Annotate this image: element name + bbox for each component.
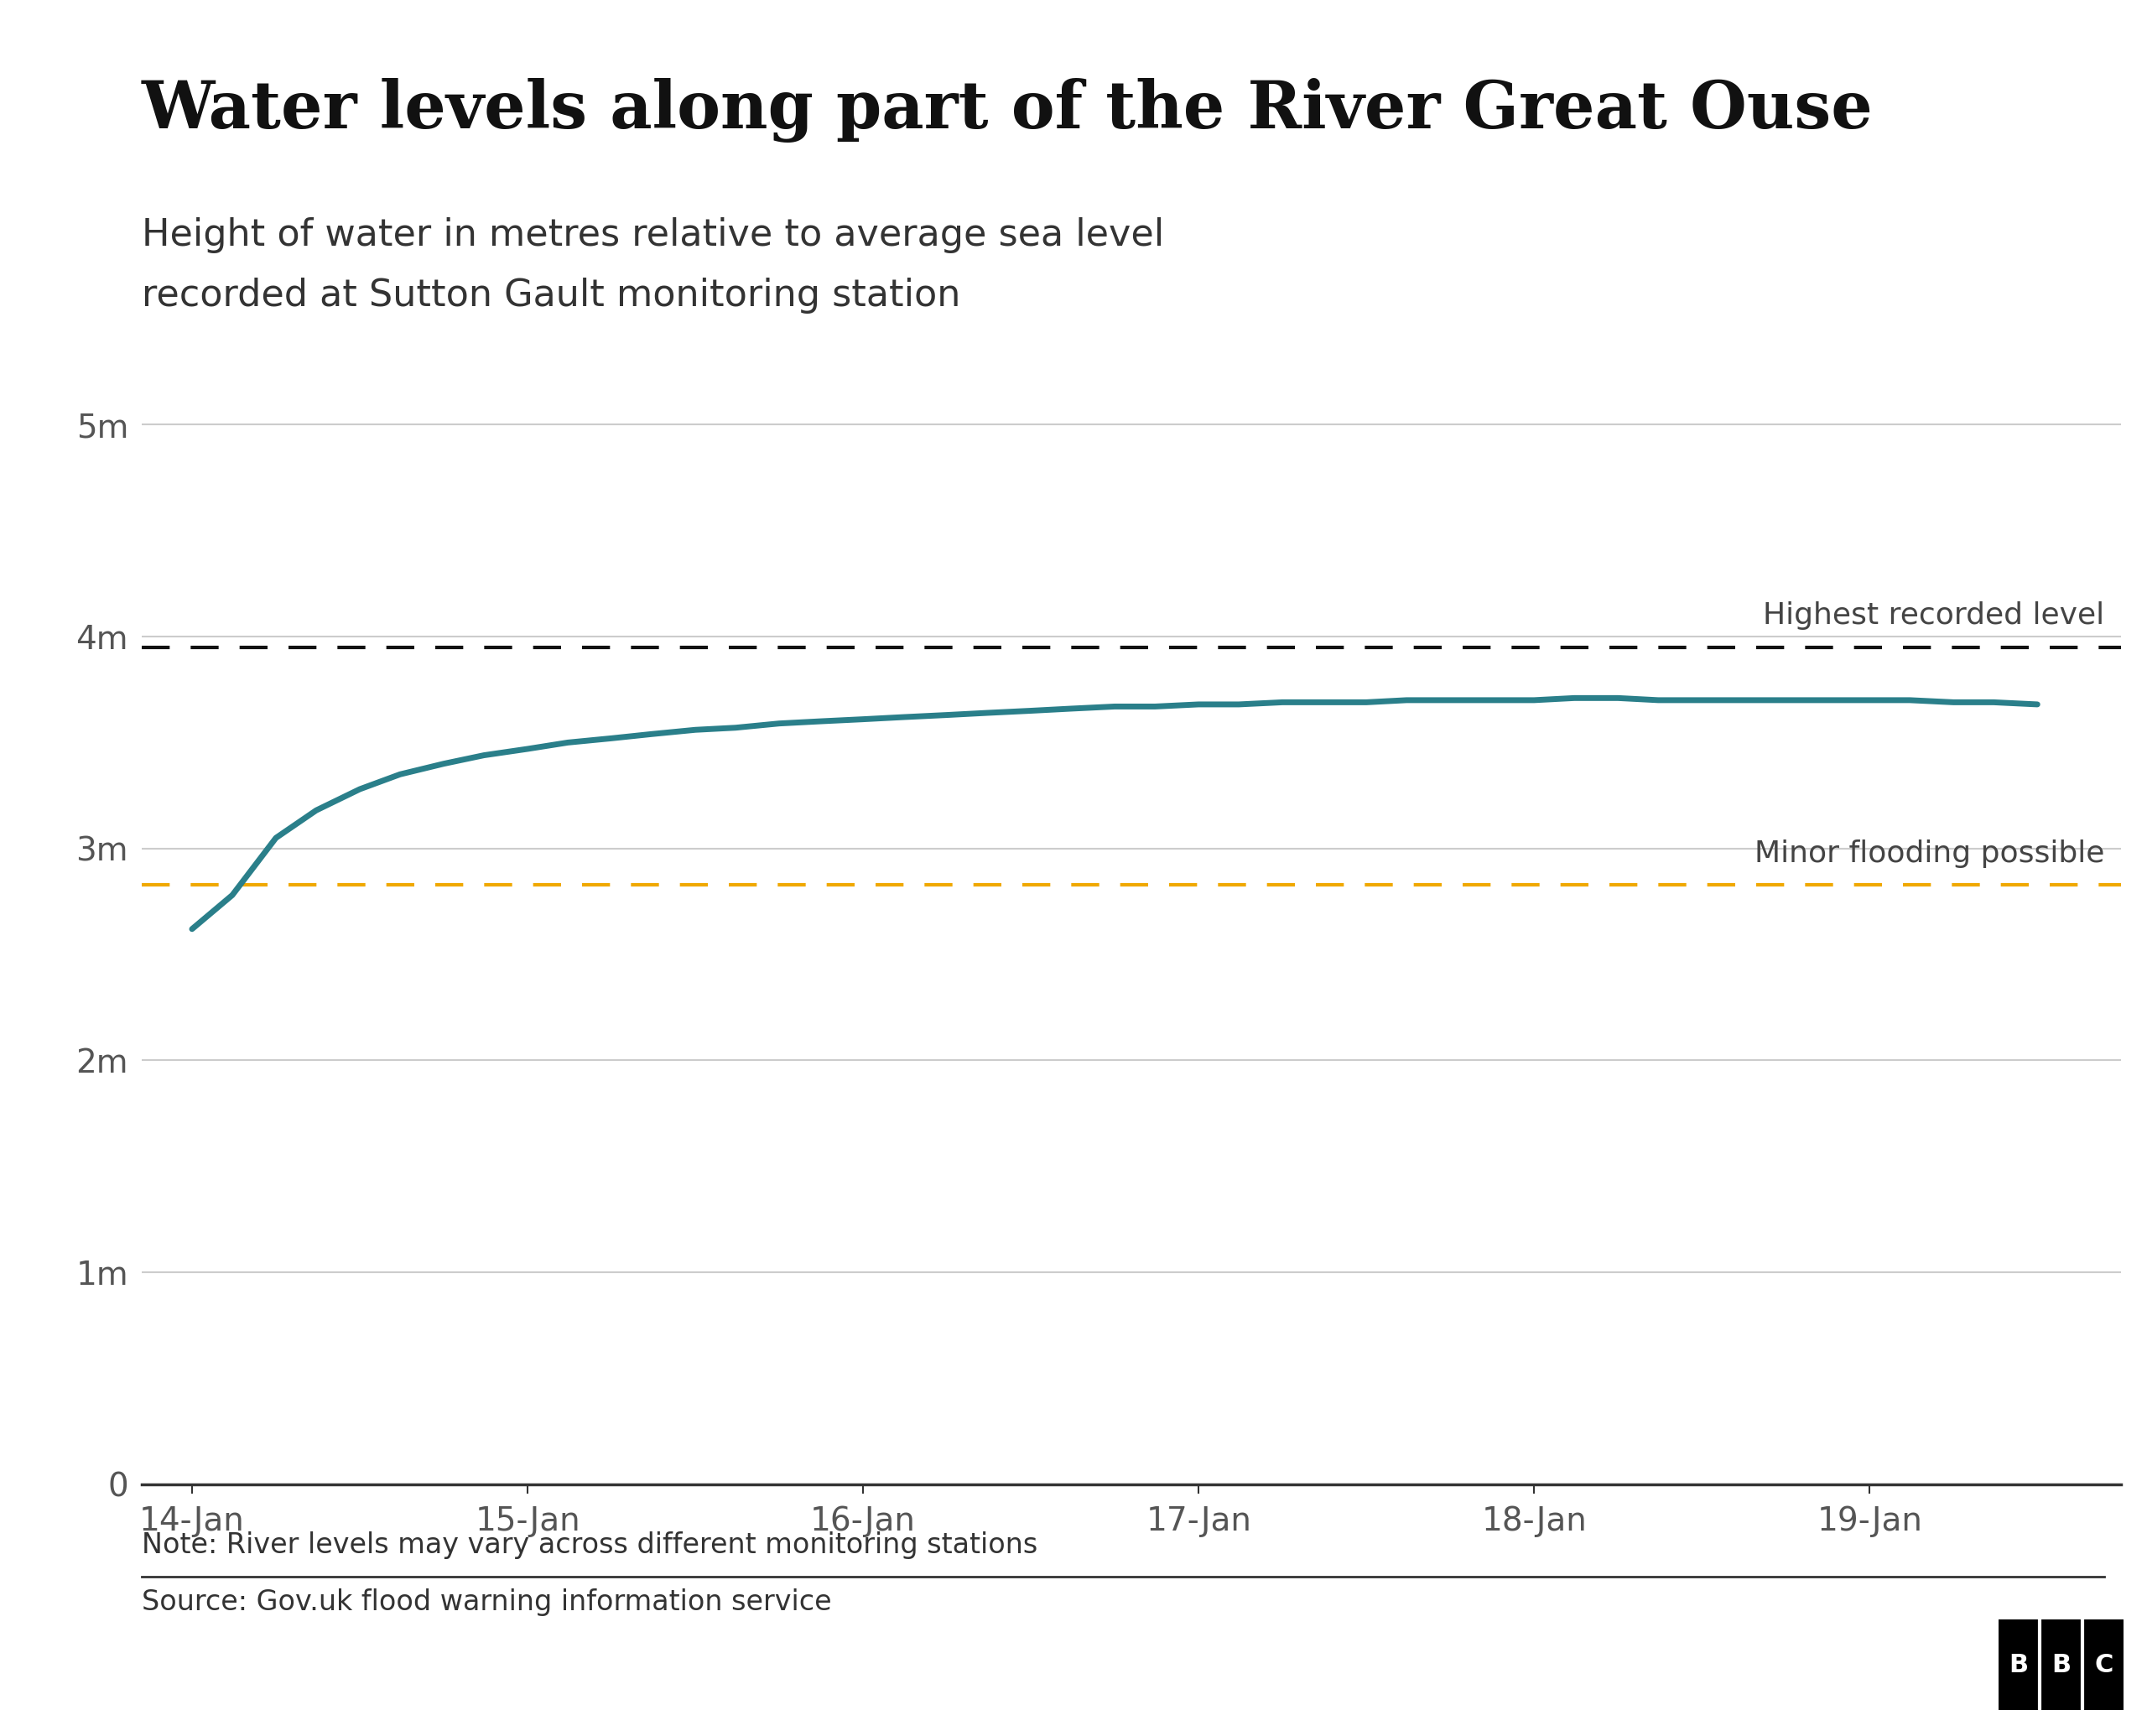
Bar xyxy=(2042,1620,2080,1710)
Text: Highest recorded level: Highest recorded level xyxy=(1763,602,2104,630)
Text: B: B xyxy=(2050,1653,2072,1677)
Text: Minor flooding possible: Minor flooding possible xyxy=(1754,838,2104,868)
Text: Height of water in metres relative to average sea level: Height of water in metres relative to av… xyxy=(142,217,1164,253)
Text: Note: River levels may vary across different monitoring stations: Note: River levels may vary across diffe… xyxy=(142,1531,1037,1559)
Text: B: B xyxy=(2007,1653,2029,1677)
Text: recorded at Sutton Gault monitoring station: recorded at Sutton Gault monitoring stat… xyxy=(142,278,960,314)
Bar xyxy=(2085,1620,2123,1710)
Text: Source: Gov.uk flood warning information service: Source: Gov.uk flood warning information… xyxy=(142,1588,831,1616)
Text: Water levels along part of the River Great Ouse: Water levels along part of the River Gre… xyxy=(142,78,1874,142)
Text: C: C xyxy=(2095,1653,2113,1677)
Bar xyxy=(1999,1620,2038,1710)
